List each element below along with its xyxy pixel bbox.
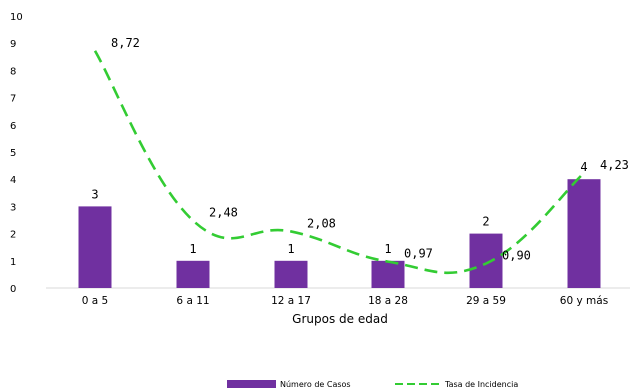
- y-tick-label: 7: [10, 94, 16, 105]
- bar: [567, 179, 601, 288]
- bar-series: [78, 179, 601, 288]
- y-tick-label: 0: [10, 284, 16, 295]
- y-tick-label: 10: [10, 12, 23, 23]
- x-tick-label: 18 a 28: [368, 295, 408, 307]
- bar-data-label: 4: [580, 160, 587, 174]
- legend-swatch-cases: [227, 380, 276, 388]
- incidence-line: [93, 50, 585, 275]
- y-tick-label: 8: [10, 66, 16, 77]
- y-tick-label: 6: [10, 121, 16, 132]
- line-data-label: 0,97: [404, 247, 433, 261]
- y-tick-label: 4: [10, 175, 16, 186]
- x-tick-label: 6 a 11: [176, 295, 209, 307]
- bar: [176, 260, 210, 288]
- x-tick-label: 29 a 59: [466, 295, 506, 307]
- x-axis-labels: 0 a 5 6 a 11 12 a 17 18 a 28 29 a 59 60 y más: [82, 295, 608, 307]
- y-tick-label: 5: [10, 148, 16, 159]
- line-data-label: 8,72: [111, 36, 140, 50]
- bar-data-labels: 3 1 1 1 2 4: [91, 160, 587, 256]
- line-data-label: 2,08: [307, 216, 336, 230]
- bar-data-label: 1: [189, 242, 196, 256]
- bar: [78, 206, 112, 288]
- legend: Número de Casos Tasa de Incidencia: [227, 380, 518, 389]
- y-tick-label: 3: [10, 202, 16, 213]
- line-data-label: 2,48: [209, 206, 238, 220]
- y-axis-ticks: 0 1 2 3 4 5 6 7 8 9 10: [10, 12, 23, 295]
- x-axis-title: Grupos de edad: [292, 312, 388, 326]
- bar-data-label: 1: [287, 242, 294, 256]
- bar-data-label: 2: [482, 215, 489, 229]
- x-tick-label: 60 y más: [560, 295, 608, 307]
- line-data-label: 0,90: [502, 249, 531, 263]
- line-data-label: 4,23: [600, 158, 629, 172]
- y-tick-label: 1: [10, 257, 16, 268]
- bar: [274, 260, 308, 288]
- x-tick-label: 0 a 5: [82, 295, 108, 307]
- bar: [371, 260, 405, 288]
- bar: [469, 233, 503, 288]
- legend-label-incidence: Tasa de Incidencia: [444, 380, 518, 389]
- y-tick-label: 2: [10, 230, 16, 241]
- line-data-labels: 8,72 2,48 2,08 0,97 0,90 4,23: [111, 36, 629, 263]
- y-tick-label: 9: [10, 39, 16, 50]
- x-tick-label: 12 a 17: [271, 295, 311, 307]
- legend-label-cases: Número de Casos: [280, 380, 351, 389]
- bar-data-label: 3: [91, 187, 98, 201]
- bar-data-label: 1: [384, 242, 391, 256]
